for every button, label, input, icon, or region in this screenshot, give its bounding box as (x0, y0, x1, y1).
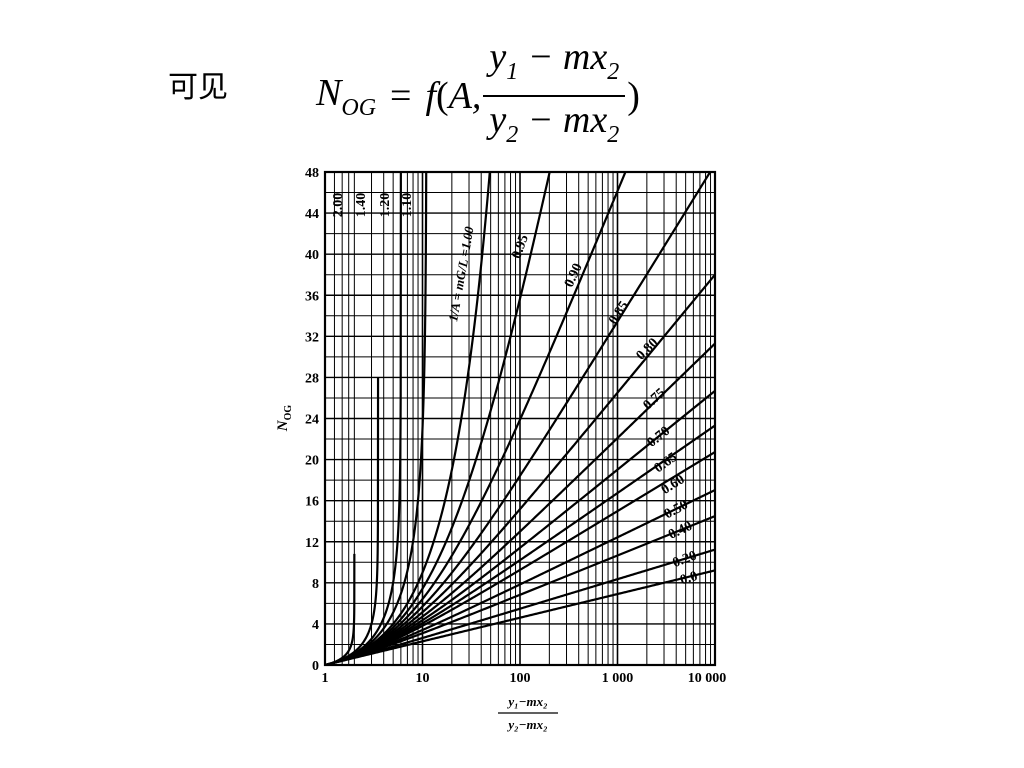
y-tick-label: 16 (305, 495, 319, 510)
x-tick-label: 100 (510, 671, 531, 686)
curve-label: 1.20 (378, 193, 393, 218)
y-tick-label: 40 (305, 248, 319, 263)
x-tick-label: 10 (416, 671, 430, 686)
x-tick-label: 1 (322, 671, 329, 686)
curve-label: 0.20 (671, 548, 699, 570)
series-curve-0.60 (325, 451, 715, 665)
y-tick-label: 32 (305, 330, 319, 345)
formula-fraction: y1 − mx2 y2 − mx2 (483, 34, 626, 158)
y-tick-label: 8 (312, 577, 319, 592)
series-curve-2.00 (325, 553, 356, 665)
y-tick-label: 36 (305, 289, 319, 304)
formula-close-paren: ) (627, 75, 640, 117)
y-tick-label: 48 (305, 166, 319, 181)
curve-label: 0.40 (666, 519, 695, 543)
series-curve-0.80 (325, 273, 715, 665)
formula-lhs: NOG (316, 71, 377, 121)
curve-label-1-00: 1/A = mG/L =1.00 (445, 225, 477, 323)
curve-label: 0.75 (641, 386, 669, 414)
plot-frame (323, 170, 717, 667)
series-curve-0.40 (325, 515, 715, 665)
formula-denominator: y2 − mx2 (489, 99, 620, 148)
y-tick-label: 4 (312, 618, 319, 633)
series-curve-1.20 (325, 172, 402, 665)
y-tick-label: 24 (305, 413, 319, 428)
x-tick-label: 10 000 (688, 671, 727, 686)
y-tick-label: 12 (305, 536, 319, 551)
curve-label: 0.95 (509, 233, 531, 261)
curve-label: 0.0 (678, 569, 699, 588)
series-curve-0.20 (325, 548, 715, 665)
y-tick-label: 20 (305, 454, 319, 469)
formula: NOG = f ( A, y1 − mx2 y2 − mx2 ) (316, 34, 640, 158)
formula-func: f (425, 75, 437, 117)
formula-numerator: y1 − mx2 (483, 34, 626, 97)
series-curve-0.50 (325, 489, 715, 665)
series-curve-0.75 (325, 342, 715, 665)
x-tick-label: 1 000 (602, 671, 634, 686)
curve-label: 1.10 (400, 193, 415, 218)
formula-arg-a: A, (448, 75, 482, 117)
curve-label: 0.80 (634, 336, 662, 364)
x-axis-label-denominator: y₂−mx₂ (506, 717, 547, 732)
heading-text: 可见 (168, 70, 228, 105)
curve-label: 1.40 (354, 193, 369, 218)
x-axis-label-numerator: y₁−mx₂ (506, 694, 547, 709)
formula-open-paren: ( (436, 75, 449, 117)
series-curve-0.85 (325, 172, 712, 665)
curve-label: 2.00 (331, 193, 346, 218)
y-axis-label: NOG (275, 405, 294, 433)
curve-label: 0.60 (659, 472, 688, 498)
y-tick-label: 44 (305, 207, 319, 222)
formula-equals: = (390, 75, 412, 117)
y-tick-label: 28 (305, 371, 319, 386)
y-tick-label: 0 (312, 659, 319, 674)
series-curve-0.0 (325, 569, 715, 665)
